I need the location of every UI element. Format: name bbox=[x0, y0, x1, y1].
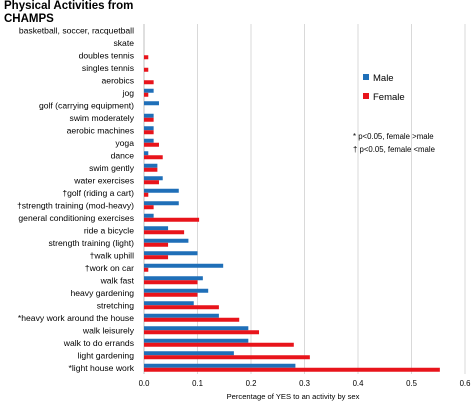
bar-female bbox=[144, 142, 159, 147]
category-label: heavy gardening bbox=[70, 288, 134, 298]
bar-female bbox=[144, 80, 154, 85]
chart-title: Physical Activities from CHAMPS bbox=[4, 0, 134, 25]
category-label: singles tennis bbox=[82, 63, 134, 73]
bar-female bbox=[144, 242, 169, 247]
category-label: walk to do errands bbox=[63, 338, 134, 348]
bar-female bbox=[144, 205, 154, 210]
category-label: *light house work bbox=[69, 363, 135, 373]
category-label: strength training (light) bbox=[48, 238, 134, 248]
category-label: walk leisurely bbox=[82, 325, 135, 335]
bar-female bbox=[144, 67, 149, 72]
category-label: swim gently bbox=[89, 163, 135, 173]
bar-male bbox=[144, 163, 158, 168]
bar-female bbox=[144, 280, 198, 285]
bar-female bbox=[144, 230, 185, 235]
bar-male bbox=[144, 188, 179, 193]
bar-female bbox=[144, 317, 240, 322]
legend-swatch-female bbox=[363, 93, 369, 99]
bar-female bbox=[144, 292, 198, 297]
bar-female bbox=[144, 267, 149, 272]
category-label: swim moderately bbox=[70, 113, 135, 123]
category-label: stretching bbox=[97, 300, 134, 310]
bar-female bbox=[144, 342, 294, 347]
category-label: †work on car bbox=[85, 263, 134, 273]
bar-female bbox=[144, 130, 154, 135]
bar-male bbox=[144, 151, 149, 156]
category-label: water exercises bbox=[73, 175, 134, 185]
bar-male bbox=[144, 113, 154, 118]
bar-female bbox=[144, 305, 219, 310]
category-label: ride a bicycle bbox=[84, 225, 134, 235]
bar-male bbox=[144, 263, 224, 268]
bar-layer bbox=[144, 55, 440, 372]
bar-male bbox=[144, 138, 154, 143]
bar-male bbox=[144, 363, 296, 368]
legend-label-female: Female bbox=[373, 92, 405, 103]
x-tick-label: 0.6 bbox=[460, 379, 471, 388]
bar-male bbox=[144, 101, 159, 106]
category-label: doubles tennis bbox=[79, 50, 134, 60]
category-label: *heavy work around the house bbox=[18, 313, 134, 323]
bar-male bbox=[144, 88, 154, 93]
bar-male bbox=[144, 176, 163, 181]
bar-female bbox=[144, 155, 163, 160]
bar-male bbox=[144, 226, 169, 231]
category-label: walk fast bbox=[100, 275, 135, 285]
bar-female bbox=[144, 255, 169, 260]
bar-male bbox=[144, 338, 249, 343]
bar-male bbox=[144, 326, 249, 331]
bar-female bbox=[144, 117, 154, 122]
category-label: skate bbox=[113, 38, 134, 48]
x-tick-label: 0.2 bbox=[246, 379, 257, 388]
bar-male bbox=[144, 288, 209, 293]
bar-male bbox=[144, 126, 154, 131]
bar-male bbox=[144, 251, 198, 256]
x-tick-label: 0.0 bbox=[139, 379, 151, 388]
bar-female bbox=[144, 167, 158, 172]
category-label: basketball, soccer, racquetball bbox=[19, 25, 134, 35]
bar-female bbox=[144, 330, 260, 335]
bar-male bbox=[144, 301, 194, 306]
significance-notes: * p<0.05, female >male † p<0.05, female … bbox=[353, 132, 435, 154]
category-label: †walk uphill bbox=[90, 250, 135, 260]
bar-female bbox=[144, 355, 310, 360]
bar-male bbox=[144, 213, 154, 218]
bar-female bbox=[144, 92, 149, 97]
x-tick-label: 0.4 bbox=[353, 379, 365, 388]
x-axis-title: Percentage of YES to an activity by sex bbox=[227, 392, 360, 401]
category-label: aerobic machines bbox=[67, 125, 134, 135]
category-label: golf (carrying equipment) bbox=[39, 100, 134, 110]
x-tick-label: 0.5 bbox=[406, 379, 418, 388]
category-label: aerobics bbox=[102, 75, 134, 85]
category-label: jog bbox=[122, 88, 135, 98]
legend: Male Female bbox=[363, 73, 405, 103]
category-label: dance bbox=[111, 150, 135, 160]
category-label: †strength training (mod-heavy) bbox=[17, 200, 134, 210]
x-tick-label: 0.1 bbox=[192, 379, 203, 388]
x-tick-layer: 0.0 0.1 0.2 0.3 0.4 0.5 0.6 bbox=[139, 379, 471, 388]
bar-male bbox=[144, 238, 189, 243]
category-label: light gardening bbox=[78, 350, 135, 360]
category-label-layer: basketball, soccer, racquetball skate doub… bbox=[17, 25, 135, 373]
bar-female bbox=[144, 367, 440, 372]
note-female-less: † p<0.05, female <male bbox=[353, 145, 435, 154]
legend-label-male: Male bbox=[373, 73, 394, 84]
category-label: general conditioning exercises bbox=[18, 213, 134, 223]
bar-male bbox=[144, 201, 179, 206]
bar-female bbox=[144, 180, 159, 185]
legend-swatch-male bbox=[363, 74, 369, 80]
category-label: †golf (riding a cart) bbox=[62, 188, 134, 198]
bar-female bbox=[144, 55, 149, 60]
bar-female bbox=[144, 192, 149, 197]
x-tick-label: 0.3 bbox=[299, 379, 310, 388]
category-label: yoga bbox=[115, 138, 134, 148]
bar-male bbox=[144, 276, 203, 281]
bar-male bbox=[144, 313, 219, 318]
bar-female bbox=[144, 217, 200, 222]
note-female-greater: * p<0.05, female >male bbox=[353, 132, 434, 141]
bar-male bbox=[144, 351, 234, 356]
